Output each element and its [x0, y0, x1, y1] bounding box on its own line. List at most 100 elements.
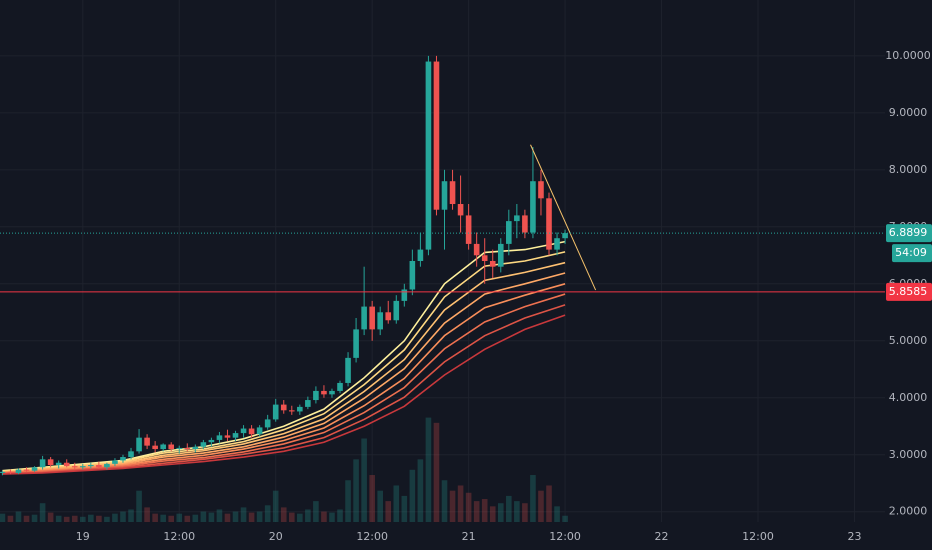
volume-bar	[184, 515, 191, 522]
candle-body	[497, 243, 504, 267]
y-tick-label: 4.0000	[889, 391, 928, 404]
candle-body	[506, 221, 512, 244]
candle-body	[79, 466, 86, 468]
candle-body	[31, 467, 38, 471]
volume-bar	[120, 511, 126, 522]
candle-body	[353, 329, 359, 358]
candle-body	[522, 215, 528, 233]
volume-bar	[481, 499, 488, 522]
candle-body	[305, 400, 311, 407]
candle-body	[441, 181, 448, 210]
volume-bar	[538, 490, 544, 522]
candle-body	[184, 447, 191, 450]
volume-bar	[353, 459, 359, 522]
x-tick-label: 21	[462, 530, 476, 543]
volume-bar	[256, 511, 263, 522]
candle-body	[232, 433, 239, 438]
trend-line	[530, 144, 597, 291]
volume-bar	[7, 515, 14, 522]
volume-bar	[192, 514, 199, 522]
volume-bar	[522, 503, 528, 522]
volume-bar	[497, 503, 504, 522]
candle-body	[63, 462, 70, 467]
volume-bar	[248, 512, 255, 522]
candle-body	[160, 444, 166, 450]
volume-bar	[79, 516, 86, 522]
volume-bar	[449, 490, 456, 522]
candle-body	[554, 238, 560, 250]
candle-body	[240, 428, 247, 434]
candle-body	[71, 466, 78, 468]
volume-bar	[63, 516, 70, 522]
candle-body	[256, 427, 263, 435]
volume-bar	[433, 422, 440, 522]
candle-body	[96, 465, 102, 468]
candle-body	[288, 410, 295, 412]
candle-body	[39, 459, 46, 468]
candle-body	[0, 471, 6, 473]
volume-bar	[128, 509, 134, 522]
volume-bar	[272, 490, 279, 522]
candle-body	[425, 61, 432, 250]
volume-bar	[361, 438, 367, 522]
volume-bar	[288, 512, 295, 522]
candle-body	[465, 215, 472, 244]
candle-body	[200, 442, 207, 447]
y-tick-label: 5.0000	[889, 334, 928, 347]
candle-body	[224, 435, 231, 438]
volume-bar	[15, 511, 22, 522]
candle-body	[409, 261, 416, 290]
x-tick-label: 19	[76, 530, 90, 543]
candle-body	[152, 445, 158, 450]
volume-bar	[457, 485, 464, 522]
volume-bar	[345, 480, 351, 522]
volume-bar	[297, 513, 303, 522]
y-tick-label: 10.0000	[885, 49, 931, 62]
x-tick-label: 12:00	[163, 530, 195, 543]
volume-bar	[465, 492, 472, 522]
volume-bar	[23, 515, 30, 522]
volume-bar	[514, 501, 520, 522]
candle-body	[377, 312, 384, 330]
y-tick-label: 3.0000	[889, 448, 928, 461]
volume-bar	[160, 514, 166, 522]
volume-bar	[55, 515, 62, 522]
x-tick-label: 12:00	[549, 530, 581, 543]
candle-body	[457, 204, 464, 216]
ema-ribbon	[2, 261, 566, 473]
price-label-box	[886, 224, 932, 243]
candle-body	[23, 469, 30, 471]
x-tick-label: 20	[269, 530, 283, 543]
volume-bar	[224, 513, 231, 522]
candle-body	[144, 437, 150, 446]
volume-bar	[554, 506, 560, 522]
candle-body	[514, 215, 520, 222]
volume-bar	[530, 475, 536, 522]
volume-bar	[240, 507, 247, 522]
volume-bar	[144, 507, 150, 522]
volume-bar	[168, 515, 175, 522]
volume-bar	[200, 511, 207, 522]
candle-body	[55, 462, 62, 466]
ema-ribbon	[2, 240, 566, 472]
y-tick-label: 8.0000	[889, 163, 928, 176]
candle-body	[546, 198, 552, 250]
volume-bar	[489, 506, 496, 522]
volume-bar	[305, 509, 311, 522]
candle-body	[104, 463, 110, 468]
price-label-box	[886, 282, 932, 301]
volume-bar	[88, 514, 94, 522]
x-tick-label: 12:00	[356, 530, 388, 543]
countdown: 54:09	[895, 246, 927, 259]
volume-bar	[0, 513, 6, 522]
candle-body	[120, 457, 126, 461]
ema-ribbon	[2, 304, 566, 475]
candle-body	[361, 306, 367, 330]
candle-body	[473, 243, 480, 256]
candle-body	[297, 406, 303, 412]
candle-body	[329, 390, 335, 395]
volume-bar	[112, 513, 118, 522]
candle-body	[401, 289, 408, 301]
candle-body	[15, 469, 22, 473]
